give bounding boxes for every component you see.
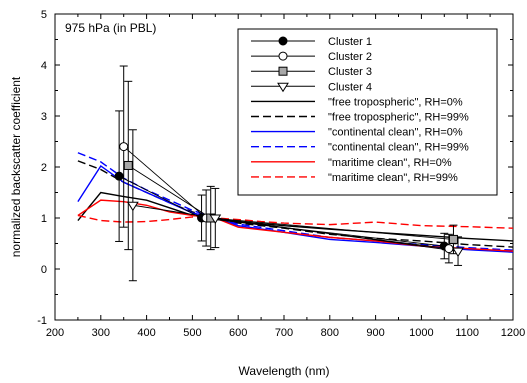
x-tick-label: 500 [183, 327, 201, 339]
y-tick-label: 5 [41, 9, 47, 21]
legend-label: "continental clean", RH=0% [328, 127, 463, 139]
x-tick-label: 300 [92, 327, 110, 339]
legend-label: "free tropospheric", RH=99% [328, 112, 469, 124]
x-tick-label: 600 [229, 327, 247, 339]
x-tick-label: 1000 [409, 327, 433, 339]
legend-label: Cluster 1 [328, 36, 372, 48]
marker-square [278, 66, 288, 76]
marker-open-circle [444, 244, 454, 254]
marker-square [448, 234, 458, 244]
y-tick-label: 2 [41, 162, 47, 174]
legend-label: "free tropospheric", RH=0% [328, 96, 463, 108]
marker-open-circle [278, 51, 288, 61]
x-tick-label: 800 [321, 327, 339, 339]
plot-annotation: 975 hPa (in PBL) [65, 21, 156, 35]
x-tick-label: 900 [366, 327, 384, 339]
x-axis-label: Wavelength (nm) [239, 364, 330, 378]
marker-square [123, 160, 133, 170]
legend-label: Cluster 2 [328, 51, 372, 63]
marker-open-triangle [277, 82, 289, 93]
legend-label: "maritime clean", RH=99% [328, 172, 458, 184]
cluster-series [114, 65, 464, 282]
marker-filled-circle [114, 171, 124, 181]
y-tick-label: 1 [41, 213, 47, 225]
y-tick-label: -1 [37, 315, 47, 327]
marker-open-triangle [126, 201, 139, 212]
marker-open-circle [119, 142, 129, 152]
legend-label: "continental clean", RH=99% [328, 142, 469, 154]
legend-label: "maritime clean", RH=0% [328, 157, 452, 169]
legend-label: Cluster 4 [328, 81, 372, 93]
model-line [77, 214, 514, 229]
y-axis-label: normalized backscatter coefficient [9, 76, 23, 257]
y-tick-label: 3 [41, 111, 47, 123]
axis-ticks: 200 300 400 500 600 700 800 900 1000 1100 1200 -1 0 1… [37, 9, 525, 339]
x-tick-label: 1200 [501, 327, 525, 339]
x-tick-label: 1100 [455, 327, 479, 339]
legend: Cluster 1 Cluster 2 Cluster 3 Cluster 4 "fre… [237, 28, 498, 196]
marker-open-triangle [452, 247, 464, 258]
legend-label: Cluster 3 [328, 66, 372, 78]
y-tick-label: 4 [41, 60, 47, 72]
x-tick-label: 400 [137, 327, 155, 339]
x-tick-label: 700 [275, 327, 293, 339]
y-tick-label: 0 [41, 264, 47, 276]
x-tick-label: 200 [46, 327, 64, 339]
marker-filled-circle [278, 36, 288, 46]
marker-open-triangle [209, 214, 222, 224]
